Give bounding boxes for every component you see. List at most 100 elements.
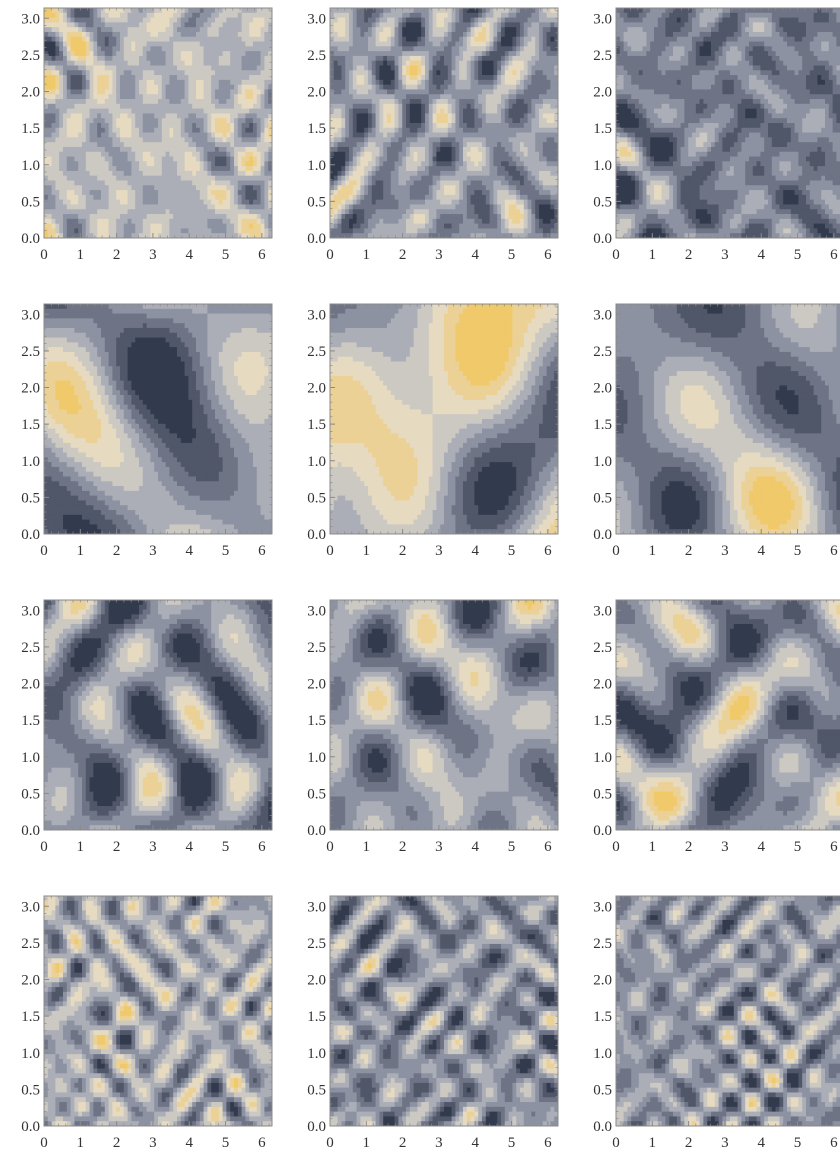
y-tick-label: 1.5 [593, 713, 612, 729]
x-tick-label: 0 [612, 839, 620, 855]
contour-fill [44, 896, 273, 1127]
y-tick-label: 2.0 [307, 381, 326, 397]
x-tick-label: 5 [222, 247, 230, 263]
y-tick-label: 0.5 [593, 1082, 612, 1098]
y-tick-label: 2.5 [307, 936, 326, 952]
y-tick-label: 2.5 [21, 344, 40, 360]
y-tick-label: 3.0 [593, 899, 612, 915]
y-tick-label: 0.5 [593, 786, 612, 802]
contour-plot-r3c3: 0 1 2 3 4 5 6 0.0 0.5 1.0 1.5 2.0 2.5 3.0 [593, 599, 840, 855]
x-tick-label: 3 [435, 247, 443, 263]
plot-frame [615, 599, 840, 831]
x-tick-label: 2 [399, 543, 407, 559]
y-tick-label: 0.0 [307, 527, 326, 543]
y-tick-label: 2.0 [21, 381, 40, 397]
y-tick-label: 0.5 [593, 194, 612, 210]
x-tick-label: 3 [721, 543, 729, 559]
plot-frame [329, 895, 559, 1127]
x-tick-label: 5 [508, 543, 516, 559]
contour-fill [330, 8, 559, 239]
y-tick-label: 2.0 [593, 381, 612, 397]
y-tick-label: 1.5 [307, 713, 326, 729]
y-tick-label: 3.0 [593, 11, 612, 27]
x-tick-label: 5 [508, 839, 516, 855]
y-tick-label: 2.0 [307, 85, 326, 101]
y-tick-label: 0.5 [21, 490, 40, 506]
y-tick-label: 0.5 [307, 194, 326, 210]
x-tick-label: 2 [685, 247, 693, 263]
x-tick-label: 3 [435, 1135, 443, 1151]
x-tick-label: 1 [77, 247, 85, 263]
x-tick-label: 1 [77, 1135, 85, 1151]
x-tick-label: 3 [721, 1135, 729, 1151]
plot-frame [329, 303, 559, 535]
x-tick-label: 6 [544, 839, 552, 855]
x-tick-label: 0 [326, 543, 334, 559]
y-tick-label: 1.0 [307, 158, 326, 174]
plot-frame [43, 303, 273, 535]
plot-frame [615, 895, 840, 1127]
y-tick-label: 0.0 [593, 1119, 612, 1135]
y-tick-label: 3.0 [307, 603, 326, 619]
contour-fill [330, 304, 559, 535]
y-tick-label: 3.0 [593, 307, 612, 323]
x-tick-label: 5 [794, 839, 802, 855]
y-tick-label: 1.5 [593, 121, 612, 137]
y-tick-label: 1.0 [593, 158, 612, 174]
y-tick-label: 1.5 [307, 417, 326, 433]
y-tick-label: 0.5 [307, 786, 326, 802]
x-tick-label: 5 [222, 543, 230, 559]
contour-plot-r2c1: 0 1 2 3 4 5 6 0.0 0.5 1.0 1.5 2.0 2.5 3.0 [21, 303, 273, 559]
contour-fill [44, 600, 273, 831]
y-tick-label: 0.0 [307, 823, 326, 839]
y-tick-label: 2.0 [307, 973, 326, 989]
x-tick-label: 6 [258, 839, 266, 855]
y-tick-label: 1.0 [307, 750, 326, 766]
plot-frame [329, 599, 559, 831]
contour-plot-r4c2: 0 1 2 3 4 5 6 0.0 0.5 1.0 1.5 2.0 2.5 3.0 [307, 895, 559, 1151]
y-tick-label: 0.0 [593, 231, 612, 247]
y-tick-label: 2.0 [21, 973, 40, 989]
x-tick-label: 0 [326, 247, 334, 263]
x-tick-label: 3 [721, 247, 729, 263]
x-tick-label: 3 [149, 1135, 157, 1151]
y-tick-label: 1.5 [593, 417, 612, 433]
x-tick-label: 1 [649, 1135, 657, 1151]
y-tick-label: 2.5 [21, 936, 40, 952]
contour-plot-r1c3: 0 1 2 3 4 5 6 0.0 0.5 1.0 1.5 2.0 2.5 3.0 [593, 7, 840, 263]
y-tick-label: 3.0 [307, 899, 326, 915]
y-tick-label: 2.0 [593, 973, 612, 989]
y-tick-label: 2.5 [593, 344, 612, 360]
y-tick-label: 0.0 [21, 1119, 40, 1135]
plot-frame [615, 303, 840, 535]
y-tick-label: 1.5 [21, 1009, 40, 1025]
plot-frame [329, 7, 559, 239]
x-tick-label: 6 [830, 543, 838, 559]
x-tick-label: 4 [185, 543, 193, 559]
x-tick-label: 6 [830, 839, 838, 855]
y-tick-label: 0.5 [21, 1082, 40, 1098]
x-tick-label: 6 [258, 247, 266, 263]
contour-plot-r2c3: 0 1 2 3 4 5 6 0.0 0.5 1.0 1.5 2.0 2.5 3.0 [593, 303, 840, 559]
x-tick-label: 4 [185, 1135, 193, 1151]
x-tick-label: 6 [544, 543, 552, 559]
x-tick-label: 0 [40, 247, 48, 263]
x-tick-label: 6 [258, 1135, 266, 1151]
contour-plot-r4c1: 0 1 2 3 4 5 6 0.0 0.5 1.0 1.5 2.0 2.5 3.0 [21, 895, 273, 1151]
y-tick-label: 2.5 [21, 48, 40, 64]
plot-frame [43, 7, 273, 239]
y-tick-label: 0.0 [21, 527, 40, 543]
y-tick-label: 1.0 [21, 1046, 40, 1062]
x-tick-label: 0 [612, 247, 620, 263]
y-tick-label: 0.5 [21, 786, 40, 802]
y-tick-label: 1.5 [21, 121, 40, 137]
x-tick-label: 4 [757, 247, 765, 263]
x-tick-label: 6 [258, 543, 266, 559]
x-tick-label: 5 [794, 247, 802, 263]
x-tick-label: 1 [649, 247, 657, 263]
y-tick-label: 3.0 [21, 603, 40, 619]
x-tick-label: 1 [363, 543, 371, 559]
y-tick-label: 1.5 [21, 417, 40, 433]
x-tick-label: 3 [149, 839, 157, 855]
contour-fill [616, 8, 840, 239]
